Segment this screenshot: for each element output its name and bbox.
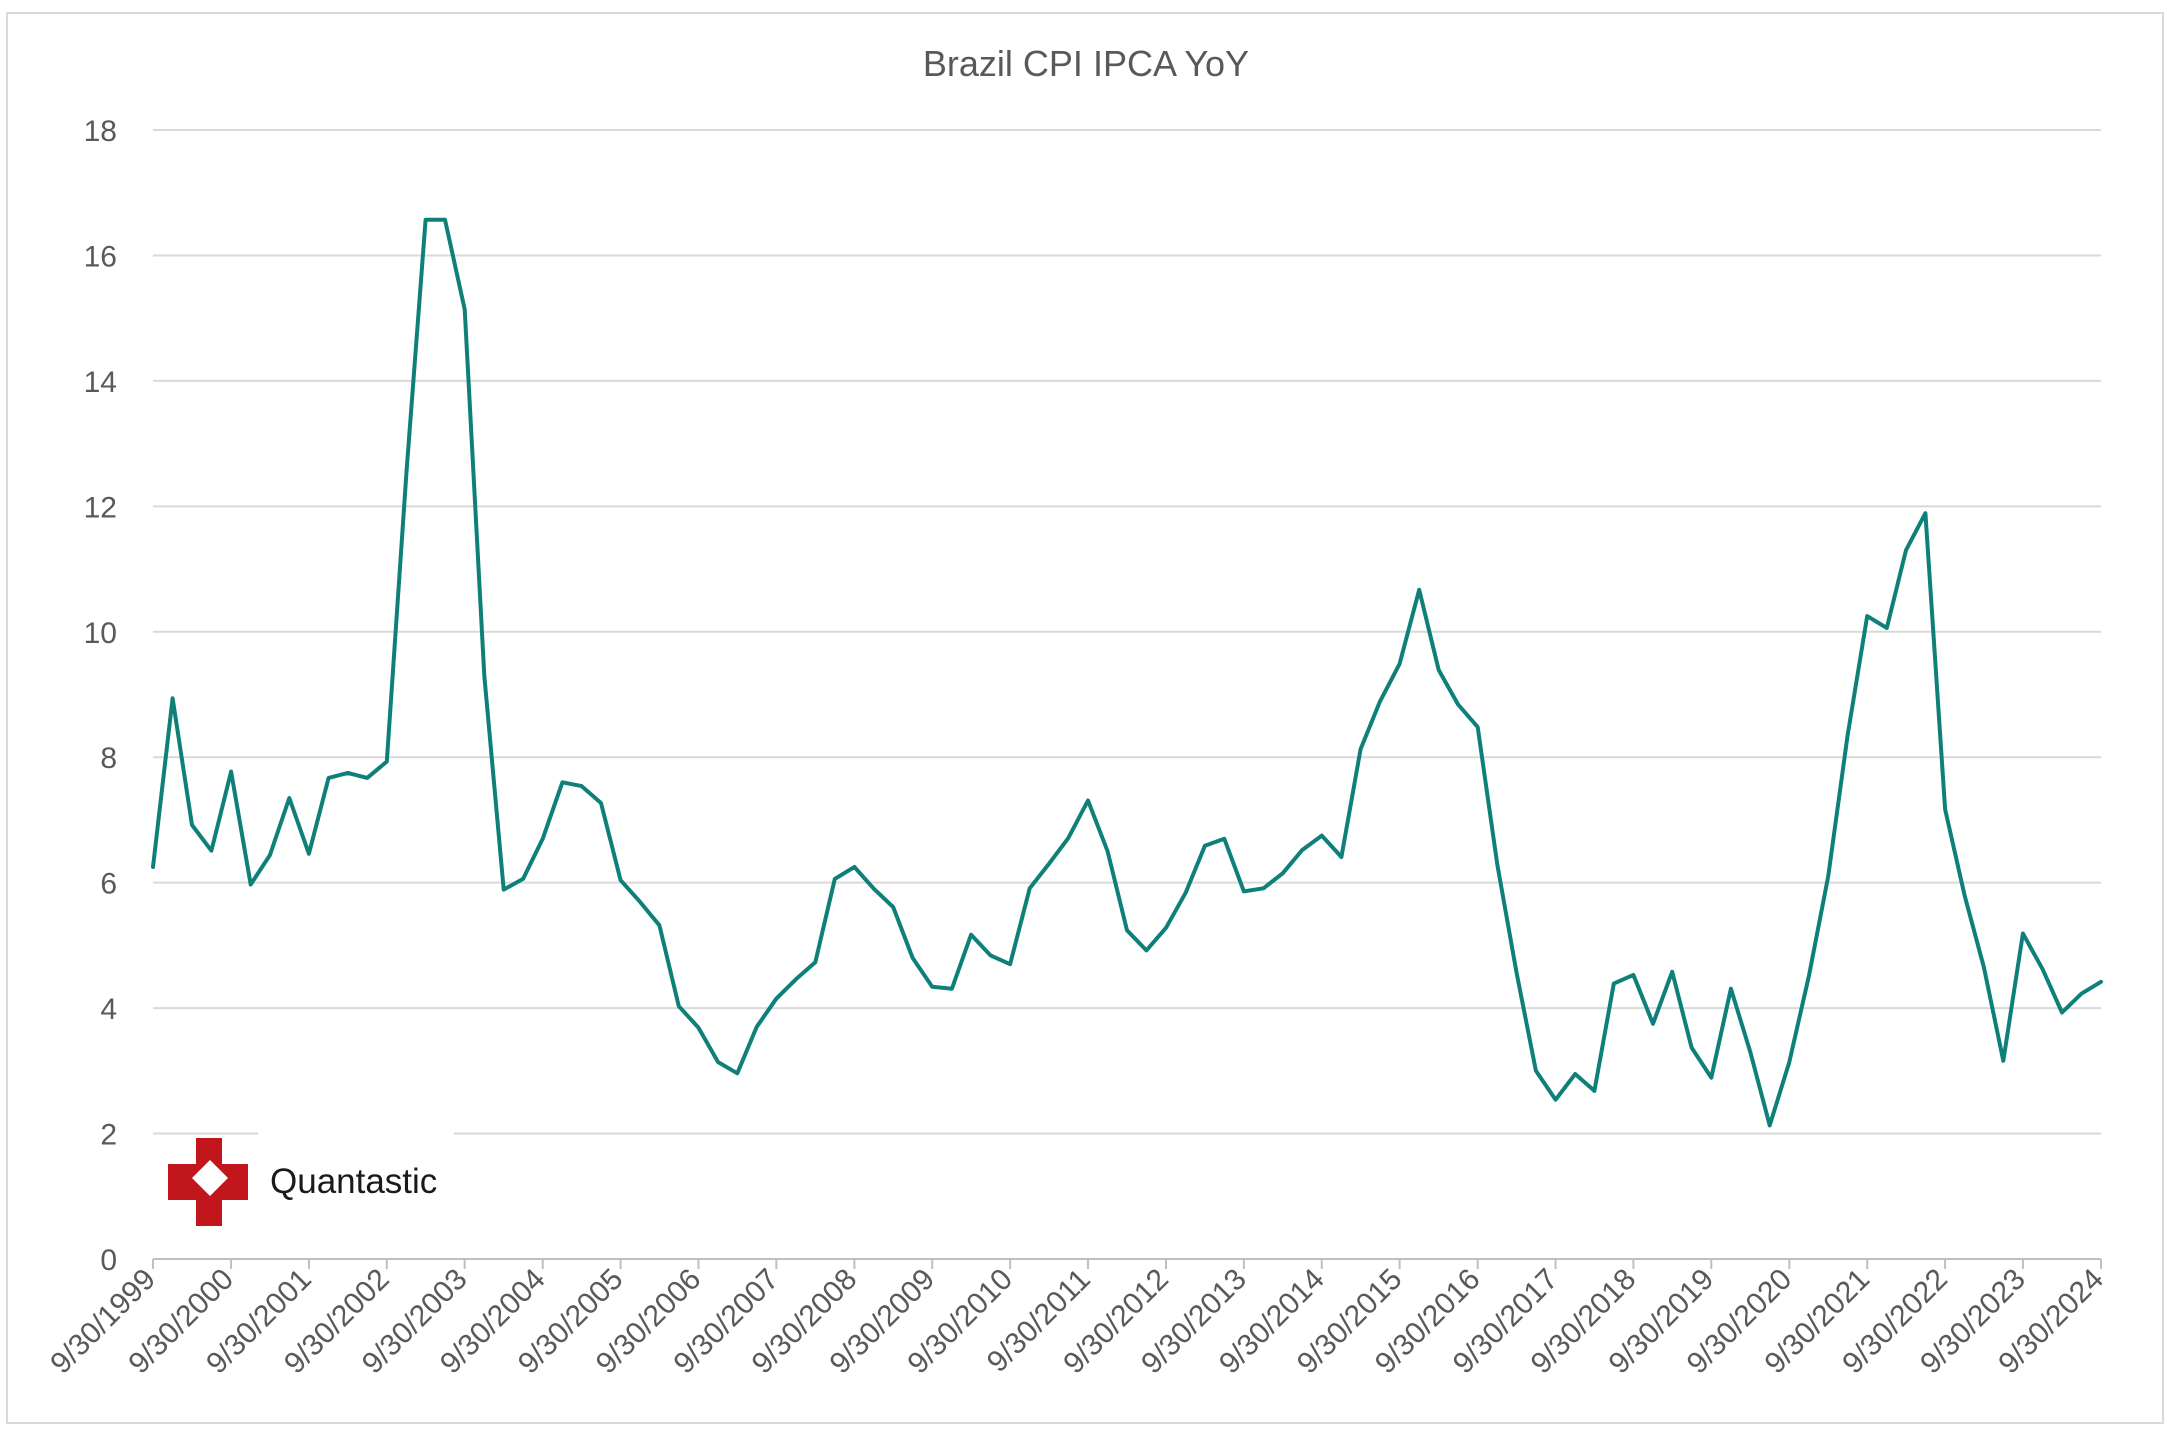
y-tick-label: 0 <box>100 1244 117 1277</box>
quantastic-logo: Quantastic <box>168 1110 454 1234</box>
y-tick-label: 12 <box>84 491 117 524</box>
logo-text: Quantastic <box>270 1162 437 1201</box>
logo-background <box>258 1110 454 1234</box>
logo-mark-icon <box>168 1138 248 1226</box>
gridlines <box>153 129 2101 1135</box>
y-tick-label: 8 <box>100 742 117 775</box>
y-tick-label: 16 <box>84 240 117 273</box>
y-tick-label: 10 <box>84 617 117 650</box>
y-tick-label: 6 <box>100 868 117 901</box>
y-tick-label: 14 <box>84 366 117 399</box>
y-tick-label: 2 <box>100 1119 117 1152</box>
y-tick-label: 18 <box>84 115 117 148</box>
chart-title: Brazil CPI IPCA YoY <box>923 43 1249 84</box>
series-line-ipca-yoy <box>151 217 2103 1128</box>
series-layer <box>151 217 2103 1128</box>
y-tick-label: 4 <box>100 993 117 1026</box>
